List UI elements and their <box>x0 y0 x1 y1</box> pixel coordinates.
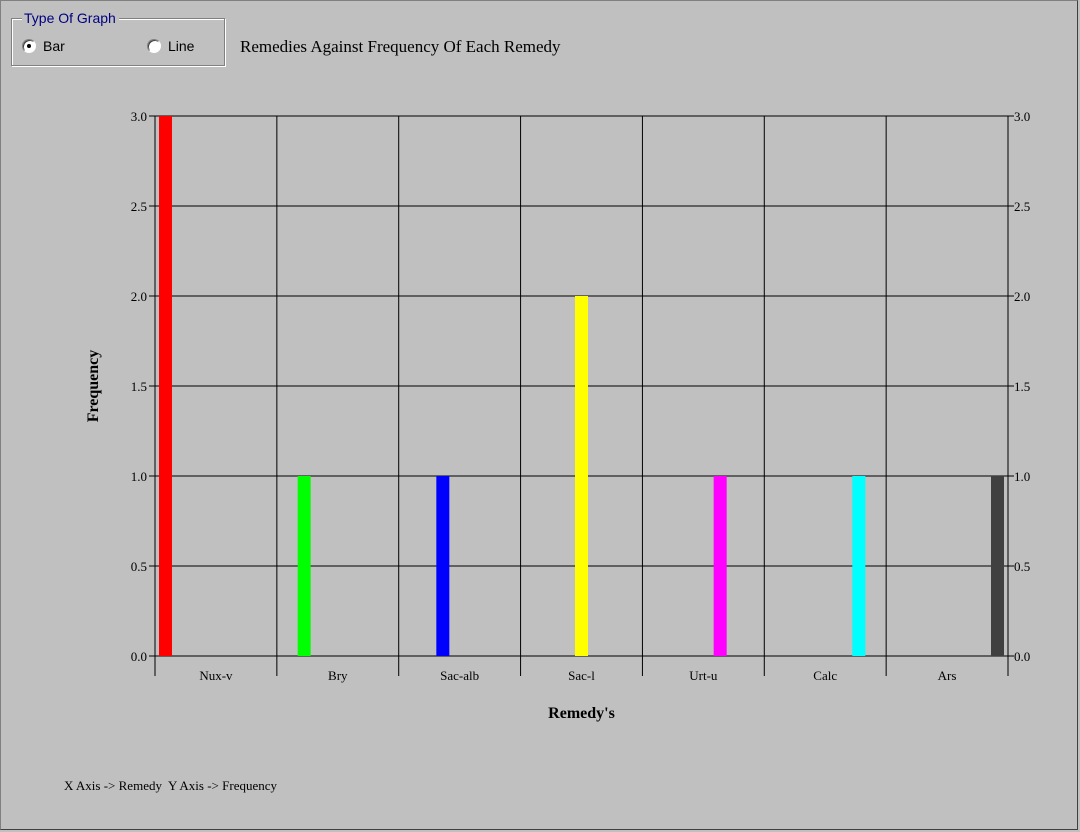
y-tick-label-right: 1.5 <box>1014 379 1030 394</box>
x-tick-label: Sac-l <box>568 668 595 683</box>
y-tick-label-right: 2.0 <box>1014 289 1030 304</box>
bar-chart: 0.0 0.0 0.5 0.5 1.0 1.0 1.5 1.5 2.0 2.0 2.5 2.5 3.0 3… <box>85 109 1030 722</box>
bar-radio-option[interactable]: Bar <box>22 37 65 55</box>
y-tick-label-left: 3.0 <box>131 109 147 124</box>
x-tick-label: Bry <box>328 668 348 683</box>
bar-sac-alb <box>436 476 450 656</box>
x-tick-label: Urt-u <box>689 668 718 683</box>
graph-type-legend: Type Of Graph <box>22 10 119 26</box>
y-axis-title: Frequency <box>85 350 102 423</box>
x-tick-label: Sac-alb <box>440 668 479 683</box>
x-tick-label: Calc <box>813 668 837 683</box>
bar-ars <box>991 476 1004 656</box>
bar-sac-l <box>575 296 588 656</box>
y-tick-label-right: 1.0 <box>1014 469 1030 484</box>
y-tick-label-right: 0.0 <box>1014 649 1030 664</box>
y-tick-label-right: 0.5 <box>1014 559 1030 574</box>
y-tick-label-right: 3.0 <box>1014 109 1030 124</box>
line-radio-icon[interactable] <box>147 39 161 53</box>
x-axis-title: Remedy's <box>548 705 615 722</box>
x-tick-label: Ars <box>938 668 957 683</box>
bar-nux-v <box>159 116 172 656</box>
line-radio-option[interactable]: Line <box>147 37 194 55</box>
bar-radio-icon[interactable] <box>22 39 36 53</box>
y-tick-label-left: 1.0 <box>131 469 147 484</box>
axis-legend-note: X Axis -> Remedy Y Axis -> Frequency <box>64 778 278 793</box>
bar-calc <box>852 476 866 656</box>
x-tick-label: Nux-v <box>199 668 233 683</box>
y-tick-label-left: 2.5 <box>131 199 147 214</box>
line-radio-label[interactable]: Line <box>168 38 195 54</box>
bar-radio-label[interactable]: Bar <box>43 38 65 54</box>
chart-title: Remedies Against Frequency Of Each Remed… <box>240 37 561 56</box>
y-tick-label-left: 0.0 <box>131 649 147 664</box>
y-tick-label-left: 2.0 <box>131 289 147 304</box>
bar-urt-u <box>713 476 727 656</box>
y-tick-label-left: 0.5 <box>131 559 147 574</box>
y-tick-label-right: 2.5 <box>1014 199 1030 214</box>
y-tick-label-left: 1.5 <box>131 379 147 394</box>
bar-bry <box>297 476 311 656</box>
